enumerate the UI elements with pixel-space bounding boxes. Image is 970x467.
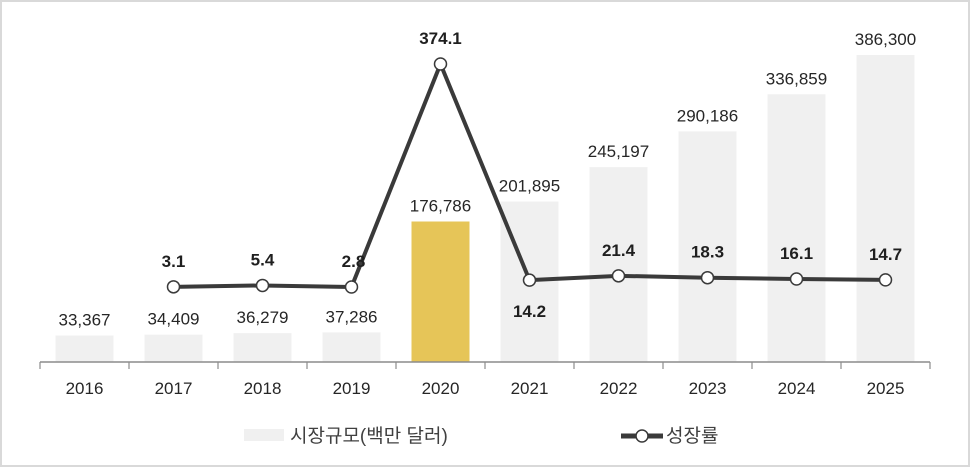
growth-rate-label: 3.1 [162, 252, 186, 271]
bar-2017 [144, 334, 203, 362]
bar-value-label: 386,300 [855, 30, 916, 49]
line-marker [789, 272, 804, 286]
x-tick-label: 2022 [600, 379, 638, 398]
x-tick-label: 2018 [244, 379, 282, 398]
bar-value-label: 33,367 [59, 310, 111, 329]
bar-2023 [678, 131, 737, 362]
bar-value-label: 37,286 [326, 307, 378, 326]
growth-rate-label: 14.2 [513, 302, 546, 321]
line-marker [255, 278, 270, 293]
legend-swatch-growth-rate [621, 429, 663, 443]
growth-rate-label: 18.3 [691, 243, 724, 262]
bar-value-label: 290,186 [677, 106, 738, 125]
line-marker [700, 270, 715, 285]
bar-2025 [856, 55, 915, 362]
x-axis: 2016 2017 2018 2019 2020 2021 2022 2023 2024 2025 [39, 361, 931, 398]
bar-2019 [322, 332, 381, 362]
bar-series-market-size: 33,367 34,409 36,279 37,286 176,786 201,895 24… [55, 30, 916, 362]
legend-swatch-market-size [244, 429, 284, 441]
bar-value-label: 201,895 [499, 177, 560, 196]
bar-2020 [411, 221, 470, 362]
growth-rate-label: 16.1 [780, 244, 813, 263]
line-marker [433, 57, 448, 71]
bar-value-label: 36,279 [237, 308, 289, 327]
bar-value-label: 34,409 [148, 310, 200, 329]
line-marker [166, 280, 181, 294]
growth-rate-label: 374.1 [419, 29, 462, 48]
legend-label-growth-rate: 성장률 [666, 425, 718, 447]
x-tick-label: 2025 [867, 379, 905, 398]
bar-value-label: 176,786 [410, 197, 471, 216]
chart-legend: 시장규모(백만 달러) 성장률 [244, 425, 718, 447]
line-marker [344, 280, 359, 294]
line-series-growth-rate: 3.1 5.4 2.8 374.1 14.2 21.4 18.3 16.1 14.7 [162, 29, 902, 321]
growth-rate-label: 2.8 [342, 252, 366, 271]
x-tick-label: 2024 [778, 379, 816, 398]
bar-2016 [55, 335, 114, 362]
bar-2018 [233, 333, 292, 362]
x-tick-label: 2020 [422, 379, 460, 398]
line-marker [878, 273, 893, 287]
bar-value-label: 336,859 [766, 69, 827, 88]
line-marker [611, 269, 626, 283]
line-marker [522, 273, 537, 287]
growth-rate-label: 5.4 [251, 250, 275, 269]
growth-rate-label: 21.4 [602, 241, 636, 260]
x-tick-label: 2017 [155, 379, 193, 398]
bar-2022 [589, 167, 648, 362]
x-tick-label: 2023 [689, 379, 727, 398]
bar-value-label: 245,197 [588, 142, 649, 161]
x-tick-label: 2016 [66, 379, 104, 398]
x-tick-label: 2019 [333, 379, 371, 398]
growth-rate-label: 14.7 [869, 245, 902, 264]
legend-label-market-size: 시장규모(백만 달러) [290, 425, 448, 447]
x-tick-label: 2021 [511, 379, 549, 398]
bar-2024 [767, 94, 826, 362]
